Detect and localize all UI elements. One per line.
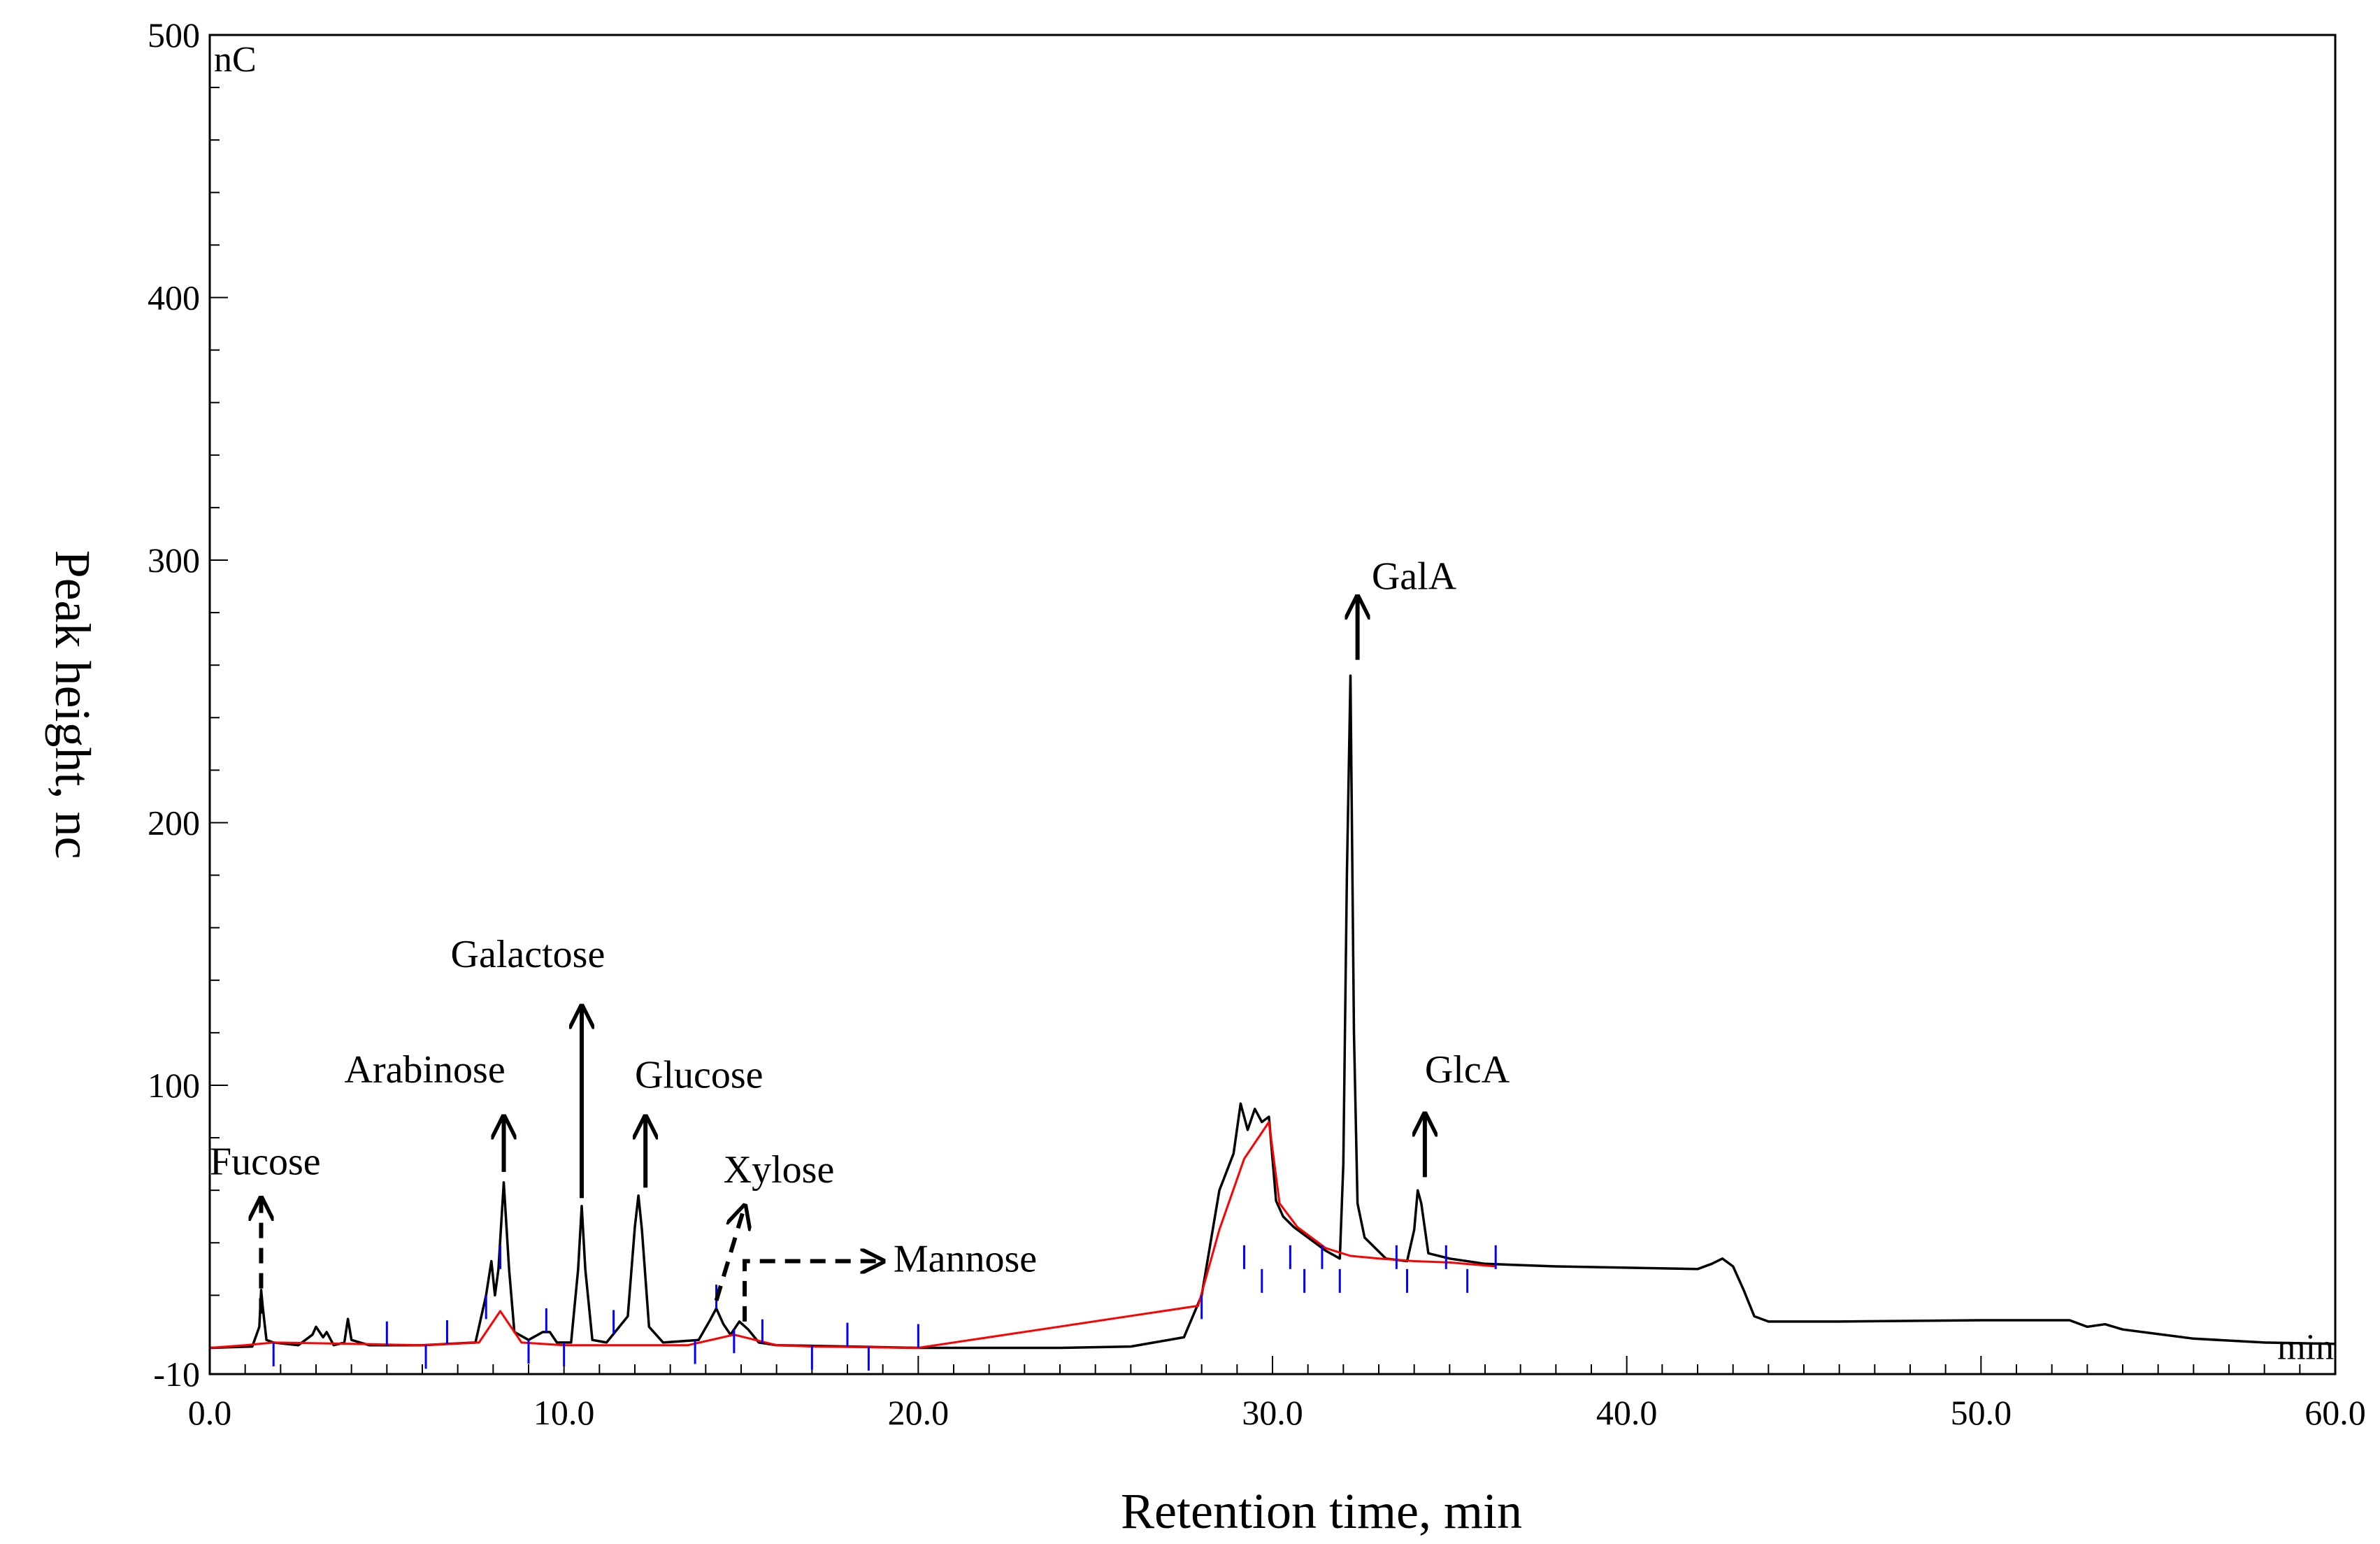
x-unit-label: min — [2277, 1327, 2334, 1367]
traces-layer — [209, 674, 2336, 1350]
annotation-label: Galactose — [451, 933, 605, 976]
chromatogram-trace — [209, 674, 2336, 1350]
ticks-layer: 0.0 10.0 20.0 30.0 40.0 50.0 60.0 -10 100 200 300 4… — [148, 15, 2366, 1432]
annotation-label: Xylose — [724, 1148, 835, 1192]
baseline-trace — [209, 1121, 1496, 1349]
y-tick-label: 400 — [148, 278, 200, 317]
y-tick-label: 100 — [148, 1066, 200, 1105]
annotation-label: Mannose — [894, 1238, 1037, 1281]
y-unit-label: nC — [214, 40, 257, 80]
annotation-label: Fucose — [210, 1141, 321, 1184]
annotations-layer: Fucose Arabinose Galactose Glucose Xylose Man… — [210, 555, 1510, 1322]
y-tick-label: 300 — [148, 541, 200, 580]
y-tick-label: 200 — [148, 803, 200, 842]
x-tick-label: 60.0 — [2304, 1393, 2366, 1432]
x-tick-label: 10.0 — [533, 1393, 595, 1432]
y-tick-label: 500 — [148, 15, 200, 55]
x-tick-label: 20.0 — [888, 1393, 949, 1432]
x-tick-label: 0.0 — [188, 1393, 232, 1432]
annotation-arrow — [743, 1261, 883, 1322]
integration-markers-layer — [208, 1245, 1497, 1371]
annotation-label: GalA — [1372, 555, 1457, 598]
y-tick-label: -10 — [153, 1354, 200, 1394]
annotation-label: Glucose — [635, 1054, 764, 1097]
x-tick-label: 30.0 — [1242, 1393, 1303, 1432]
annotation-label: Arabinose — [345, 1048, 506, 1092]
y-axis-title: Peak height, nc — [45, 550, 101, 859]
annotation-arrow — [714, 1206, 745, 1301]
x-tick-label: 40.0 — [1596, 1393, 1658, 1432]
plot-frame — [208, 34, 2337, 1375]
x-axis-title: Retention time, min — [1121, 1483, 1522, 1539]
annotation-label: GlcA — [1425, 1048, 1510, 1092]
x-tick-label: 50.0 — [1951, 1393, 2012, 1432]
